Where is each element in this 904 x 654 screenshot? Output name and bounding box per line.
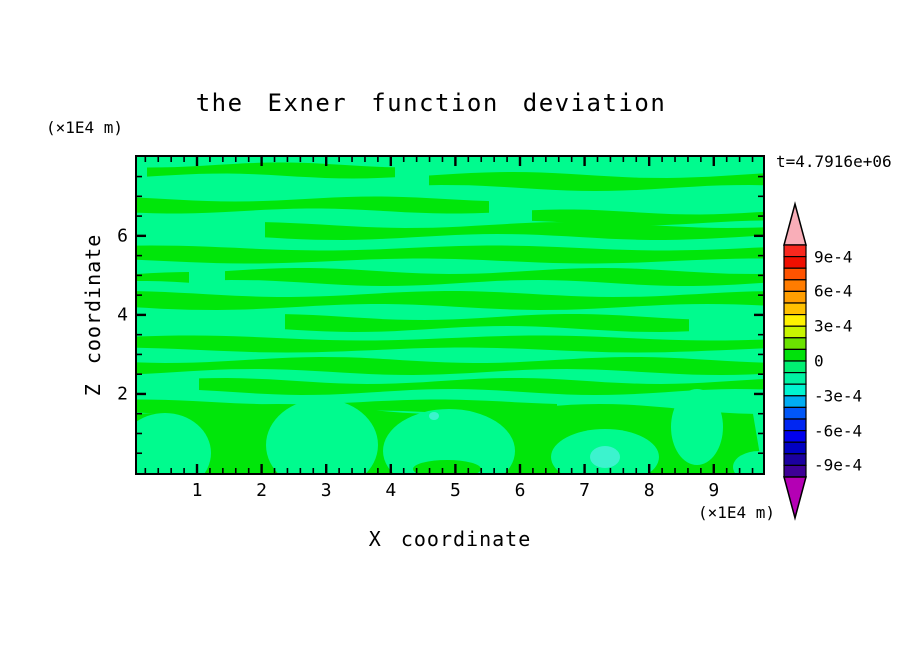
colorbar-tick-label: -6e-4 — [814, 421, 863, 441]
x-tick-label: 4 — [385, 480, 397, 501]
y-axis-title: Z coordinate — [81, 233, 105, 397]
x-axis-title: X coordinate — [368, 527, 532, 551]
z-tick-label: 2 — [117, 383, 128, 405]
colorbar-tick-label: 3e-4 — [814, 316, 853, 336]
x-tick-label: 2 — [256, 480, 268, 501]
x-tick-label: 1 — [191, 480, 203, 501]
colorbar-tick-label: -9e-4 — [814, 455, 863, 475]
colorbar-tick-label: 6e-4 — [814, 281, 853, 301]
x-tick-label: 7 — [579, 480, 590, 501]
x-axis-units-label: (×1E4 m) — [697, 503, 775, 522]
x-tick-label: 9 — [708, 480, 720, 501]
x-tick-label: 6 — [514, 480, 526, 501]
colorbar-tick-label: 9e-4 — [814, 247, 853, 267]
plot-area — [135, 155, 765, 475]
z-tick-label: 6 — [117, 225, 128, 247]
y-axis-units-label: (×1E4 m) — [46, 118, 124, 137]
contour-field — [137, 157, 763, 473]
time-annotation: t=4.7916e+06 — [776, 152, 892, 171]
colorbar: 9e-4 6e-4 3e-4 0 -3e-4 -6e-4 -9e-4 — [780, 200, 904, 530]
colorbar-tick-label: -3e-4 — [814, 386, 863, 406]
chart-title: the Exner function deviation — [195, 89, 667, 117]
x-tick-label: 5 — [449, 480, 461, 501]
x-tick-label: 3 — [320, 480, 332, 501]
x-tick-label: 8 — [643, 480, 655, 501]
colorbar-tick-label: 0 — [814, 351, 824, 371]
colorbar-scale — [783, 201, 807, 521]
z-tick-label: 4 — [117, 304, 128, 326]
